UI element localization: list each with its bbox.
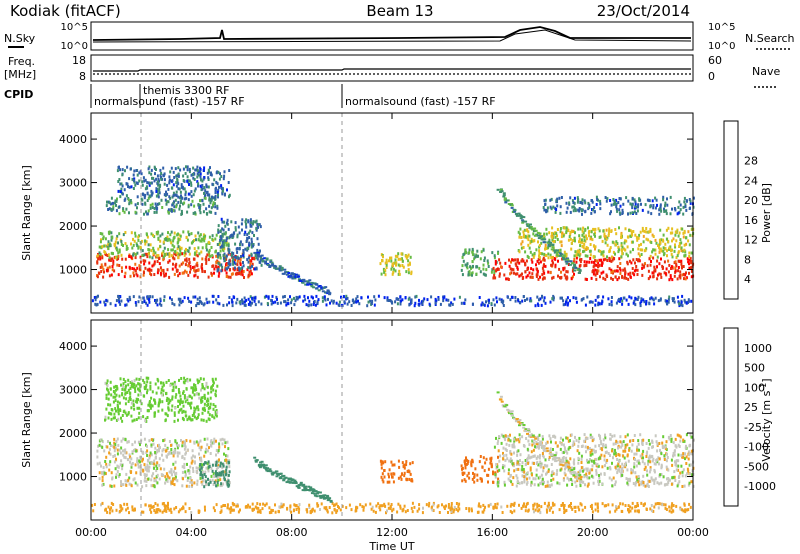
nsky-panel-frame (90, 21, 694, 51)
velocity-colorbar: 1000 500 100 25 -25 -100 -500 -1000 (723, 327, 776, 507)
velocity-scatter-track-1 (496, 391, 583, 483)
nave-tick-top: 60 (708, 54, 722, 67)
date-title: 23/Oct/2014 (597, 2, 690, 20)
power-y-tick-label: 2000 (59, 220, 87, 233)
velocity-panel: 1000 2000 3000 4000 Slant Range [km] 1000 50… (20, 319, 776, 521)
power-colorbar-label: Power [dB] (760, 183, 773, 243)
velocity-colorbar-tick-label: 500 (744, 362, 765, 375)
time-axis-label: Time UT (368, 540, 414, 553)
power-colorbar-tick-label: 8 (744, 253, 751, 266)
power-panel: 1000 2000 3000 4000 Slant Range [km] 4 8 12 16… (20, 112, 773, 314)
velocity-y-ticks: 1000 2000 3000 4000 (59, 340, 693, 484)
power-scatter-region-11 (91, 294, 693, 308)
power-colorbar-tick-label: 12 (744, 234, 758, 247)
power-scatter-region-6 (379, 252, 413, 277)
time-tick-label: 04:00 (175, 526, 207, 539)
velocity-y-tick-label: 3000 (59, 384, 87, 397)
freq-unit: [MHz] (4, 68, 36, 81)
velocity-scatter-region-1 (96, 437, 231, 489)
time-tick-label: 20:00 (577, 526, 609, 539)
freq-tick-bottom: 8 (79, 70, 86, 83)
power-colorbar: 4 8 12 16 20 24 28 (723, 120, 758, 300)
time-tick-label: 08:00 (276, 526, 308, 539)
cpid-label: CPID (4, 88, 33, 101)
velocity-scatter-region-7 (91, 501, 692, 515)
cpid-entry-2: themis 3300 RF (143, 84, 230, 97)
nave-label: Nave (752, 65, 780, 78)
power-data-layer (91, 165, 695, 308)
station-title: Kodiak (fitACF) (10, 2, 121, 20)
cpid-entry-1: normalsound (fast) -157 RF (94, 95, 245, 108)
velocity-colorbar-tick-label: -500 (744, 460, 769, 473)
power-scatter-region-3 (105, 195, 219, 216)
power-colorbar-tick-label: 16 (744, 214, 758, 227)
time-tick-label: 12:00 (376, 526, 408, 539)
velocity-colorbar-tick-label: -25 (744, 421, 762, 434)
freq-panel-frame (90, 54, 694, 82)
power-y-tick-label: 1000 (59, 264, 87, 277)
power-colorbar-tick-label: 4 (744, 273, 751, 286)
velocity-y-tick-label: 4000 (59, 340, 87, 353)
cpid-entry-3: normalsound (fast) -157 RF (345, 95, 496, 108)
nsky-tick-top: 10^5 (61, 22, 88, 33)
time-tick-label: 00:00 (677, 526, 709, 539)
nsearch-tick-bottom: 10^0 (708, 41, 735, 52)
power-y-ticks: 1000 2000 3000 4000 (59, 133, 693, 277)
velocity-scatter-track-2 (253, 456, 333, 503)
time-axis: 00:00 04:00 08:00 12:00 16:00 20:00 00:00 (75, 113, 709, 539)
power-y-axis-label: Slant Range [km] (20, 165, 33, 261)
time-tick-label: 16:00 (476, 526, 508, 539)
freq-trace (93, 68, 691, 72)
velocity-colorbar-frame (723, 327, 739, 507)
power-colorbar-tick-label: 24 (744, 174, 758, 187)
power-scatter-region-2 (96, 230, 231, 260)
nsky-label: N.Sky (4, 32, 36, 45)
nave-tick-bottom: 0 (708, 70, 715, 83)
power-scatter-region-5 (216, 217, 264, 273)
velocity-scatter-region-3 (104, 376, 219, 423)
power-y-tick-label: 4000 (59, 133, 87, 146)
nsky-trace (92, 26, 691, 41)
velocity-colorbar-tick-label: -100 (744, 441, 769, 454)
velocity-scatter-region-2 (199, 460, 231, 489)
velocity-colorbar-tick-label: -1000 (744, 480, 776, 493)
velocity-scatter-region-4 (379, 459, 414, 484)
beam-title: Beam 13 (366, 2, 433, 20)
power-colorbar-tick-label: 28 (744, 155, 758, 168)
power-scatter-region-7 (460, 247, 500, 277)
power-colorbar-frame (723, 120, 739, 300)
power-scatter-track-2 (253, 251, 332, 296)
velocity-colorbar-tick-label: 25 (744, 401, 758, 414)
velocity-y-axis-label: Slant Range [km] (20, 372, 33, 468)
freq-label: Freq. (8, 55, 35, 68)
velocity-colorbar-tick-label: 1000 (744, 342, 772, 355)
nsky-tick-bottom: 10^0 (61, 41, 88, 52)
velocity-panel-background (91, 320, 693, 520)
power-y-tick-label: 3000 (59, 177, 87, 190)
velocity-y-tick-label: 1000 (59, 471, 87, 484)
velocity-colorbar-tick-label: 100 (744, 381, 765, 394)
nsearch-tick-top: 10^5 (708, 22, 735, 33)
nsearch-trace (92, 29, 692, 43)
velocity-data-layer (91, 376, 695, 515)
power-colorbar-tick-label: 20 (744, 194, 758, 207)
power-scatter-region-8 (492, 256, 695, 282)
power-panel-background (91, 113, 693, 313)
nsearch-label: N.Search (745, 32, 795, 45)
velocity-colorbar-label: Velocity [m s-1] (759, 378, 773, 461)
freq-tick-top: 18 (72, 54, 86, 67)
velocity-scatter-region-6 (493, 433, 695, 488)
power-scatter-region-4 (116, 165, 231, 199)
velocity-scatter-region-5 (460, 455, 500, 484)
power-scatter-track-1 (496, 188, 582, 274)
time-tick-label: 00:00 (75, 526, 107, 539)
velocity-y-tick-label: 2000 (59, 427, 87, 440)
